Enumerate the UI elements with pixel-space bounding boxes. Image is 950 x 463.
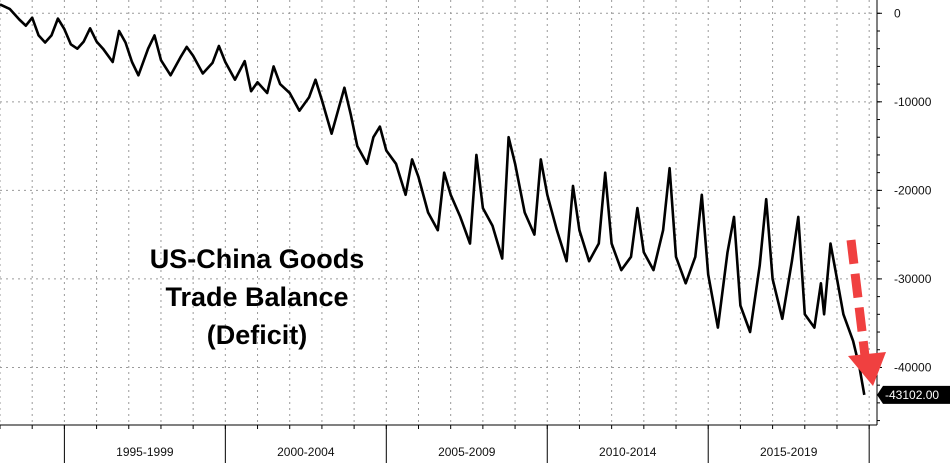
arrow-shaft — [846, 239, 870, 357]
title-line-3: (Deficit) — [207, 320, 308, 350]
series-line — [0, 3, 866, 396]
x-period-label: 2010-2014 — [599, 445, 657, 459]
x-period-label: 2015-2019 — [760, 445, 818, 459]
y-tick-label: -10000 — [894, 95, 932, 109]
down-arrow-annotation — [846, 239, 886, 386]
last-value-box — [877, 385, 950, 404]
title-line-1: US-China Goods — [150, 244, 365, 274]
y-tick-label: -30000 — [894, 272, 932, 286]
x-period-label: 2005-2009 — [438, 445, 496, 459]
y-tick-label: -20000 — [894, 183, 932, 197]
chart-title: US-China Goods Trade Balance (Deficit) — [150, 244, 365, 350]
x-period-label: 1995-1999 — [116, 445, 174, 459]
title-line-2: Trade Balance — [165, 282, 348, 312]
arrow-head — [848, 352, 886, 386]
x-period-label: 2000-2004 — [277, 445, 335, 459]
y-tick-label: -40000 — [894, 360, 932, 374]
last-value-label: -43102.00 — [885, 388, 939, 402]
grid-layer — [0, 0, 874, 425]
y-tick-label: 0 — [894, 6, 901, 20]
last-value-marker: -43102.00 — [877, 385, 950, 404]
series-layer — [0, 3, 866, 396]
